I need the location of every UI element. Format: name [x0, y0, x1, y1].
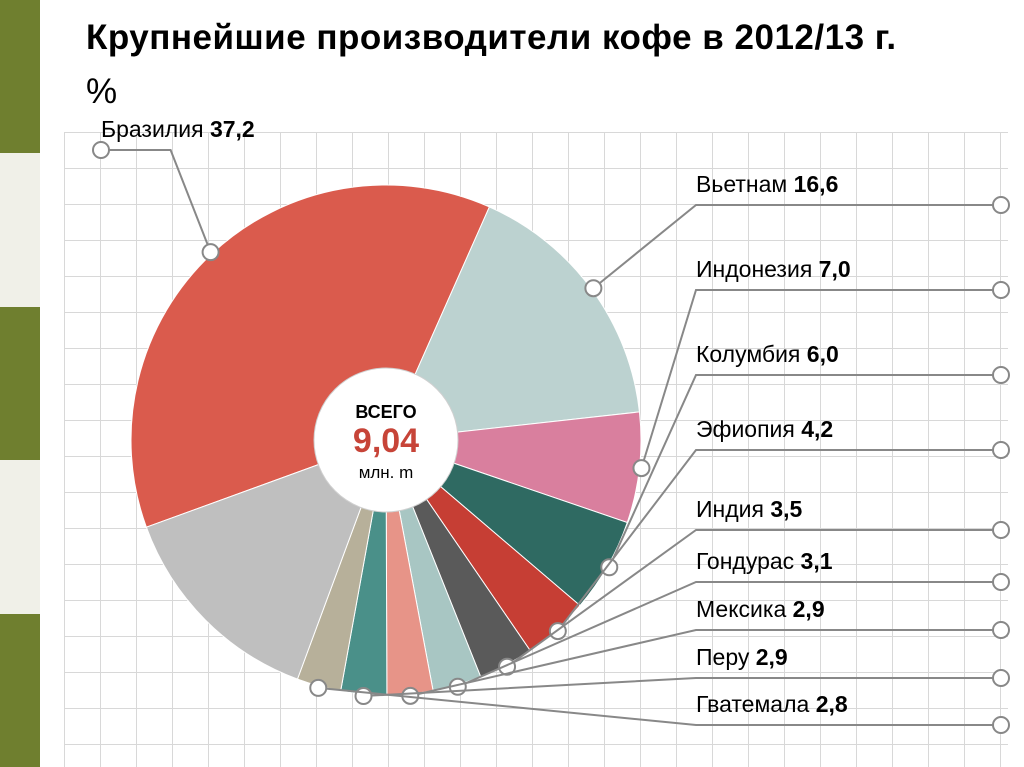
slice-label: Индия 3,5 — [696, 496, 802, 523]
slice-label: Гондурас 3,1 — [696, 548, 833, 575]
callout-dot-icon — [993, 367, 1009, 383]
callout-dot-icon — [993, 197, 1009, 213]
slice-label: Мексика 2,9 — [696, 596, 825, 623]
slice-label: Гватемала 2,8 — [696, 691, 848, 718]
center-value: 9,04 — [353, 422, 419, 460]
callout-dot-icon — [633, 460, 649, 476]
callout-dot-icon — [993, 442, 1009, 458]
callout-dot-icon — [993, 670, 1009, 686]
callout-dot-icon — [310, 680, 326, 696]
callout-line — [609, 375, 1001, 567]
slice-label: Колумбия 6,0 — [696, 341, 839, 368]
slice-label: Индонезия 7,0 — [696, 256, 851, 283]
slice-label: Эфиопия 4,2 — [696, 416, 833, 443]
callout-dot-icon — [601, 559, 617, 575]
callout-dot-icon — [93, 142, 109, 158]
chart-card: Крупнейшие производители кофе в 2012/13 … — [56, 0, 1016, 767]
callout-dot-icon — [993, 717, 1009, 733]
center-label: ВСЕГО — [355, 402, 416, 422]
callout-dot-icon — [356, 688, 372, 704]
callout-dot-icon — [993, 574, 1009, 590]
callout-dot-icon — [993, 282, 1009, 298]
callout-dot-icon — [203, 244, 219, 260]
callout-dot-icon — [585, 280, 601, 296]
accent-stripes — [0, 0, 40, 767]
slice-label: Вьетнам 16,6 — [696, 171, 838, 198]
slice-label: Бразилия 37,2 — [101, 116, 255, 143]
callout-dot-icon — [993, 622, 1009, 638]
slice-label: Перу 2,9 — [696, 644, 788, 671]
callout-dot-icon — [993, 522, 1009, 538]
center-unit: млн. m — [359, 463, 414, 482]
callout-line — [101, 150, 211, 252]
